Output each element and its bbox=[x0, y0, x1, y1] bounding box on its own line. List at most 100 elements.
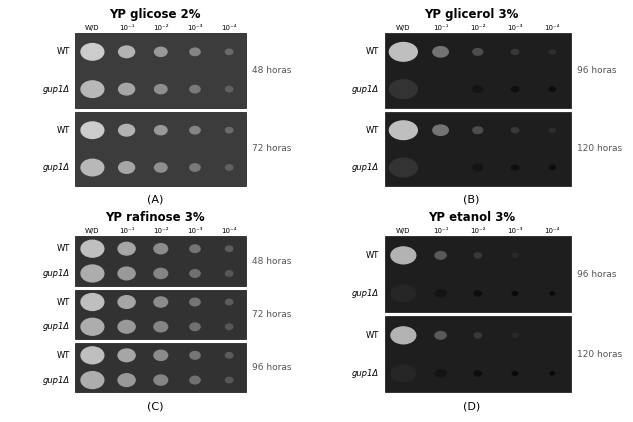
Text: YP rafinose 3%: YP rafinose 3% bbox=[105, 211, 205, 224]
Circle shape bbox=[225, 246, 233, 252]
Circle shape bbox=[190, 323, 200, 330]
Text: gup1Δ: gup1Δ bbox=[351, 85, 379, 94]
Circle shape bbox=[433, 125, 448, 135]
Text: W/D: W/D bbox=[85, 25, 99, 31]
Circle shape bbox=[118, 84, 135, 95]
Text: gup1Δ: gup1Δ bbox=[351, 289, 379, 298]
Text: 10⁻⁴: 10⁻⁴ bbox=[544, 25, 560, 31]
Circle shape bbox=[512, 254, 518, 257]
Text: 10⁻²: 10⁻² bbox=[153, 228, 168, 234]
Text: YP glicerol 3%: YP glicerol 3% bbox=[424, 8, 519, 22]
Circle shape bbox=[154, 322, 168, 332]
Text: 10⁻²: 10⁻² bbox=[470, 25, 486, 31]
Circle shape bbox=[190, 164, 200, 171]
Circle shape bbox=[549, 87, 555, 91]
Text: WT: WT bbox=[56, 244, 70, 253]
Text: gup1Δ: gup1Δ bbox=[42, 376, 70, 384]
Bar bbox=[75, 289, 246, 339]
Circle shape bbox=[391, 285, 416, 302]
Text: 96 horas: 96 horas bbox=[252, 363, 291, 372]
Text: 48 horas: 48 horas bbox=[252, 66, 291, 75]
Text: 10⁻³: 10⁻³ bbox=[507, 228, 523, 234]
Text: 72 horas: 72 horas bbox=[252, 310, 291, 319]
Circle shape bbox=[225, 299, 233, 305]
Circle shape bbox=[81, 240, 104, 257]
Text: WT: WT bbox=[56, 351, 70, 360]
Circle shape bbox=[154, 350, 168, 360]
Circle shape bbox=[473, 127, 483, 133]
Circle shape bbox=[550, 292, 555, 295]
Text: gup1Δ: gup1Δ bbox=[42, 85, 70, 94]
Bar bbox=[75, 33, 246, 108]
Bar bbox=[385, 33, 571, 108]
Circle shape bbox=[473, 49, 483, 55]
Circle shape bbox=[549, 165, 555, 170]
Circle shape bbox=[473, 164, 483, 171]
Circle shape bbox=[118, 374, 135, 387]
Bar bbox=[75, 343, 246, 392]
Circle shape bbox=[474, 333, 482, 338]
Circle shape bbox=[225, 271, 233, 276]
Circle shape bbox=[118, 320, 135, 333]
Text: 120 horas: 120 horas bbox=[577, 144, 622, 153]
Text: (A): (A) bbox=[147, 195, 163, 205]
Circle shape bbox=[154, 126, 167, 135]
Circle shape bbox=[435, 332, 446, 339]
Text: YP etanol 3%: YP etanol 3% bbox=[428, 211, 515, 224]
Circle shape bbox=[511, 165, 518, 170]
Bar bbox=[385, 236, 571, 312]
Bar bbox=[75, 236, 246, 286]
Circle shape bbox=[190, 127, 200, 134]
Text: 96 horas: 96 horas bbox=[577, 66, 617, 75]
Text: 10⁻⁴: 10⁻⁴ bbox=[222, 25, 237, 31]
Text: WT: WT bbox=[365, 47, 379, 56]
Circle shape bbox=[474, 253, 482, 258]
Circle shape bbox=[549, 128, 555, 132]
Circle shape bbox=[435, 370, 446, 377]
Text: 10⁻¹: 10⁻¹ bbox=[119, 25, 134, 31]
Circle shape bbox=[81, 347, 104, 364]
Circle shape bbox=[549, 50, 555, 54]
Circle shape bbox=[81, 318, 104, 335]
Text: gup1Δ: gup1Δ bbox=[42, 163, 70, 172]
Text: 120 horas: 120 horas bbox=[577, 350, 622, 359]
Circle shape bbox=[512, 333, 518, 337]
Bar bbox=[75, 111, 246, 186]
Circle shape bbox=[81, 294, 104, 311]
Circle shape bbox=[118, 349, 135, 362]
Circle shape bbox=[118, 267, 135, 280]
Circle shape bbox=[190, 270, 200, 277]
Circle shape bbox=[190, 298, 200, 306]
Circle shape bbox=[154, 84, 167, 94]
Circle shape bbox=[433, 47, 448, 57]
Circle shape bbox=[435, 289, 446, 297]
Text: 10⁻¹: 10⁻¹ bbox=[433, 25, 448, 31]
Text: 10⁻³: 10⁻³ bbox=[507, 25, 523, 31]
Text: 48 horas: 48 horas bbox=[252, 257, 291, 265]
Circle shape bbox=[225, 165, 233, 170]
Circle shape bbox=[154, 243, 168, 254]
Text: gup1Δ: gup1Δ bbox=[42, 322, 70, 331]
Circle shape bbox=[81, 159, 104, 176]
Circle shape bbox=[154, 297, 168, 307]
Circle shape bbox=[190, 85, 200, 93]
Circle shape bbox=[474, 371, 482, 376]
Circle shape bbox=[190, 352, 200, 359]
Circle shape bbox=[225, 324, 233, 330]
Circle shape bbox=[433, 84, 448, 95]
Text: gup1Δ: gup1Δ bbox=[351, 369, 379, 378]
Text: 10⁻⁴: 10⁻⁴ bbox=[222, 228, 237, 234]
Circle shape bbox=[511, 128, 518, 133]
Circle shape bbox=[225, 377, 233, 383]
Text: WT: WT bbox=[56, 47, 70, 56]
Text: WT: WT bbox=[365, 331, 379, 340]
Text: W/D: W/D bbox=[85, 228, 99, 234]
Circle shape bbox=[118, 242, 135, 255]
Text: (C): (C) bbox=[147, 401, 163, 411]
Circle shape bbox=[391, 247, 416, 264]
Circle shape bbox=[550, 372, 555, 375]
Circle shape bbox=[511, 87, 518, 92]
Circle shape bbox=[81, 43, 104, 60]
Circle shape bbox=[550, 334, 555, 337]
Text: (D): (D) bbox=[463, 401, 480, 411]
